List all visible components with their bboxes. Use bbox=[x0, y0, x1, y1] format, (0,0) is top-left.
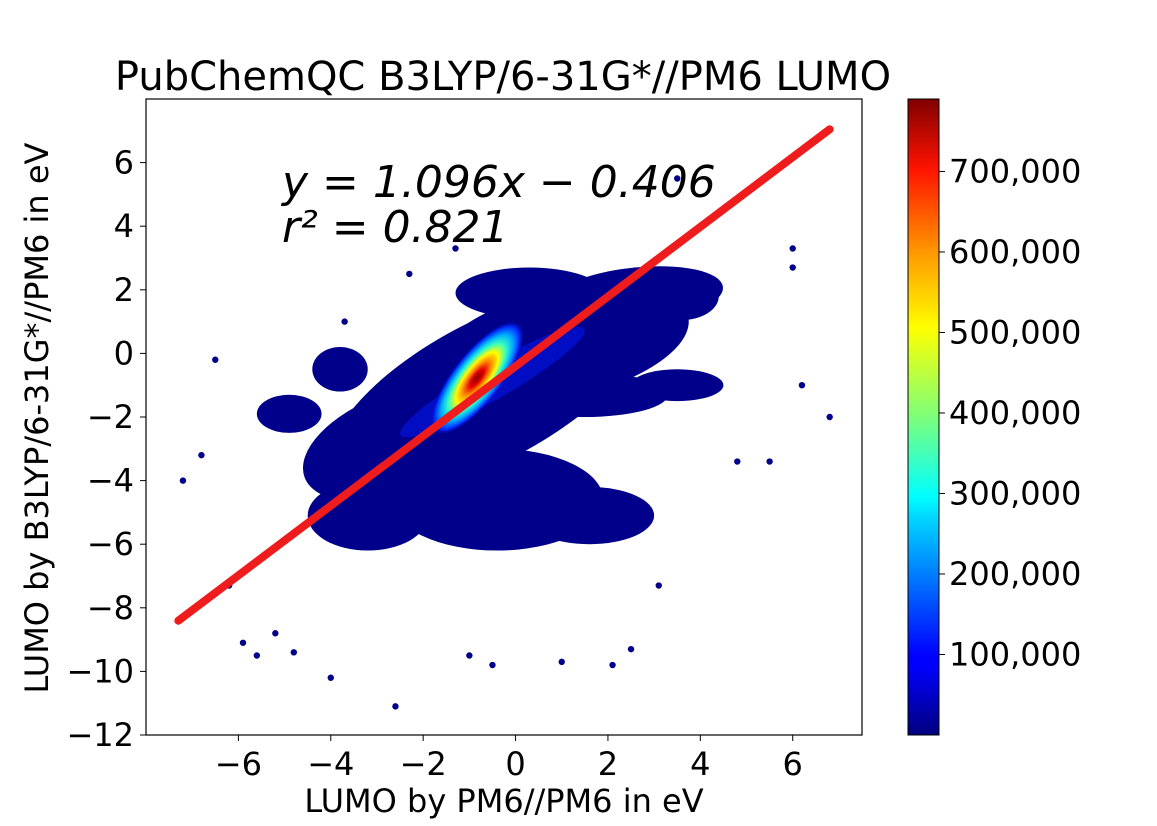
scatter-point bbox=[789, 245, 796, 252]
scatter-point bbox=[341, 318, 348, 325]
y-tick-label: −12 bbox=[66, 716, 134, 754]
r-squared: r² = 0.821 bbox=[282, 202, 509, 253]
scatter-point bbox=[452, 245, 459, 252]
density-region bbox=[312, 347, 368, 392]
scatter-point bbox=[798, 382, 806, 389]
fit-equation: y = 1.096x − 0.406 bbox=[280, 157, 716, 208]
x-axis-ticks: −6 −4 −2 0 2 4 6 bbox=[215, 735, 803, 783]
colorbar-tick-label: 300,000 bbox=[949, 474, 1081, 512]
y-tick-label: −4 bbox=[87, 462, 134, 500]
x-axis-label: LUMO by PM6//PM6 in eV bbox=[304, 782, 703, 820]
scatter-point bbox=[290, 649, 298, 656]
scatter-point bbox=[179, 477, 187, 484]
density-core bbox=[429, 320, 525, 436]
scatter-point bbox=[826, 413, 833, 421]
plot-area bbox=[174, 125, 834, 710]
y-tick-label: 4 bbox=[114, 207, 134, 245]
colorbar-tick-label: 500,000 bbox=[949, 313, 1081, 351]
y-tick-label: −2 bbox=[87, 398, 134, 436]
colorbar-tick-label: 700,000 bbox=[949, 152, 1081, 190]
scatter-point bbox=[766, 458, 773, 465]
regression-line bbox=[174, 125, 834, 625]
density-region bbox=[644, 272, 719, 321]
scatter-point bbox=[627, 645, 635, 653]
y-tick-label: 2 bbox=[114, 271, 134, 309]
scatter-point bbox=[392, 703, 399, 710]
y-tick-label: 6 bbox=[114, 144, 134, 182]
scatter-point bbox=[327, 674, 334, 681]
colorbar bbox=[907, 98, 940, 736]
x-tick-label: −4 bbox=[307, 745, 354, 783]
colorbar-tick-label: 600,000 bbox=[949, 233, 1081, 271]
x-tick-label: 0 bbox=[505, 745, 525, 783]
x-tick-label: 4 bbox=[690, 745, 710, 783]
scatter-point bbox=[674, 175, 681, 182]
y-tick-label: −8 bbox=[87, 589, 134, 627]
scatter-point bbox=[272, 630, 279, 637]
colorbar-ticks: 100,000 200,000 300,000 400,000 500,000 600,0… bbox=[939, 152, 1081, 673]
chart-title: PubChemQC B3LYP/6-31G*//PM6 LUMO bbox=[115, 54, 891, 100]
y-axis-label: LUMO by B3LYP/6-31G*//PM6 in eV bbox=[18, 142, 56, 693]
scatter-point bbox=[558, 658, 565, 666]
x-tick-label: 6 bbox=[783, 745, 803, 783]
colorbar-tick-label: 400,000 bbox=[949, 394, 1081, 432]
x-tick-label: 2 bbox=[598, 745, 618, 783]
colorbar-tick-label: 100,000 bbox=[949, 635, 1081, 673]
scatter-point bbox=[253, 652, 261, 659]
scatter-point bbox=[655, 582, 662, 589]
density-region bbox=[524, 486, 655, 545]
density-region bbox=[307, 480, 428, 551]
scatter-point bbox=[489, 661, 496, 669]
x-tick-label: −6 bbox=[215, 745, 262, 783]
density-region bbox=[256, 394, 322, 433]
scatter-point bbox=[212, 356, 219, 363]
y-tick-label: −10 bbox=[66, 652, 134, 690]
scatter-point bbox=[406, 270, 413, 278]
scatter-point bbox=[466, 652, 473, 659]
density-region bbox=[501, 372, 668, 417]
density-region bbox=[455, 267, 604, 319]
y-tick-label: −6 bbox=[87, 525, 134, 563]
scatter-point bbox=[239, 639, 247, 646]
scatter-point bbox=[609, 661, 616, 669]
colorbar-tick-label: 200,000 bbox=[949, 555, 1081, 593]
y-axis-ticks: −12 −10 −8 −6 −4 −2 0 2 4 6 bbox=[66, 144, 146, 754]
scatter-point bbox=[789, 264, 796, 271]
y-tick-label: 0 bbox=[114, 334, 134, 372]
scatter-point bbox=[734, 458, 741, 465]
scatter-point bbox=[198, 451, 205, 459]
x-tick-label: −2 bbox=[400, 745, 447, 783]
